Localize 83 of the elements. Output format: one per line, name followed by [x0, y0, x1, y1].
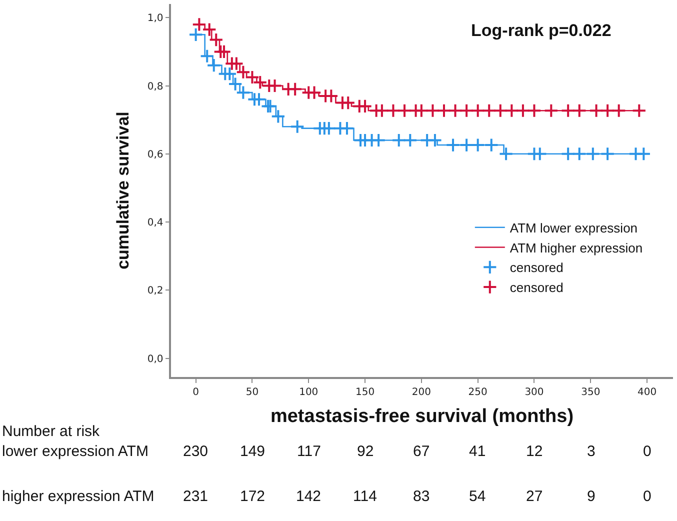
point — [386, 103, 401, 118]
legend-label: censored — [510, 260, 564, 276]
point — [572, 103, 587, 118]
text: 117 — [297, 443, 321, 460]
point — [636, 146, 651, 162]
text: lower expression ATM — [2, 443, 148, 460]
y-tick-label: 0,8 — [147, 81, 164, 92]
point — [572, 146, 587, 162]
x-tick-label: 300 — [524, 386, 544, 398]
text: 3 — [587, 443, 596, 460]
text: 172 — [240, 488, 266, 505]
y-tick-label: 0,6 — [147, 149, 164, 160]
text: 0 — [643, 443, 652, 460]
y-tick-label: 0,2 — [147, 286, 164, 297]
point — [448, 103, 463, 118]
x-axis-title: metastasis-free survival (months) — [270, 406, 574, 428]
legend-label: ATM higher expression — [510, 240, 643, 256]
text: higher expression ATM — [2, 488, 154, 505]
text: 41 — [469, 443, 486, 460]
x-tick-label: 100 — [299, 386, 318, 398]
point — [446, 138, 460, 152]
point — [516, 103, 530, 118]
point — [322, 121, 336, 136]
x-tick-label: 0 — [192, 386, 200, 398]
y-tick-label: 1,0 — [147, 13, 164, 24]
text: 114 — [353, 488, 377, 505]
text: 230 — [183, 443, 208, 460]
annotation: Log-rank p=0.022 — [471, 21, 612, 40]
point — [600, 146, 615, 162]
point — [470, 103, 486, 118]
point — [425, 103, 440, 118]
text: 83 — [413, 488, 430, 505]
text: 142 — [296, 488, 322, 505]
text: Number at risk — [2, 423, 100, 440]
x-tick-label: 400 — [638, 386, 657, 398]
point — [459, 138, 474, 152]
point — [504, 103, 519, 118]
point — [560, 146, 576, 162]
point — [392, 132, 406, 148]
text: 231 — [183, 488, 208, 505]
point — [290, 119, 305, 134]
point — [436, 103, 452, 118]
point — [428, 132, 442, 148]
legend-label: censored — [510, 280, 564, 296]
point — [216, 44, 232, 59]
point — [560, 103, 576, 118]
point — [588, 103, 604, 118]
point — [270, 109, 286, 124]
text: 0 — [643, 488, 652, 505]
x-tick-label: 50 — [246, 386, 259, 398]
x-tick-label: 250 — [468, 386, 488, 398]
x-tick-label: 350 — [581, 386, 600, 398]
point — [482, 103, 496, 118]
x-tick-label: 150 — [355, 386, 375, 398]
text: 54 — [469, 488, 486, 505]
point — [612, 103, 626, 118]
y-tick-label: 0,0 — [147, 354, 164, 365]
point — [188, 27, 204, 42]
text: 149 — [240, 443, 266, 460]
text: 9 — [587, 488, 596, 505]
point — [288, 82, 302, 96]
point — [402, 132, 418, 148]
point — [632, 103, 646, 118]
legend-label: ATM lower expression — [510, 220, 638, 236]
text: 92 — [357, 443, 374, 460]
point — [498, 146, 514, 162]
point — [544, 103, 558, 118]
x-tick-label: 200 — [412, 386, 431, 398]
point — [484, 138, 499, 152]
text: 12 — [526, 443, 543, 460]
point — [371, 132, 386, 148]
y-tick-label: 0,4 — [147, 218, 164, 229]
text: 67 — [413, 443, 430, 460]
point — [459, 103, 474, 118]
y-axis-title: cumulative survival — [113, 112, 132, 270]
point — [600, 103, 615, 118]
point — [470, 138, 486, 152]
point — [586, 146, 600, 162]
point — [397, 103, 412, 118]
text: 27 — [526, 488, 543, 505]
point — [340, 121, 354, 136]
point — [526, 103, 542, 118]
point — [493, 103, 508, 118]
